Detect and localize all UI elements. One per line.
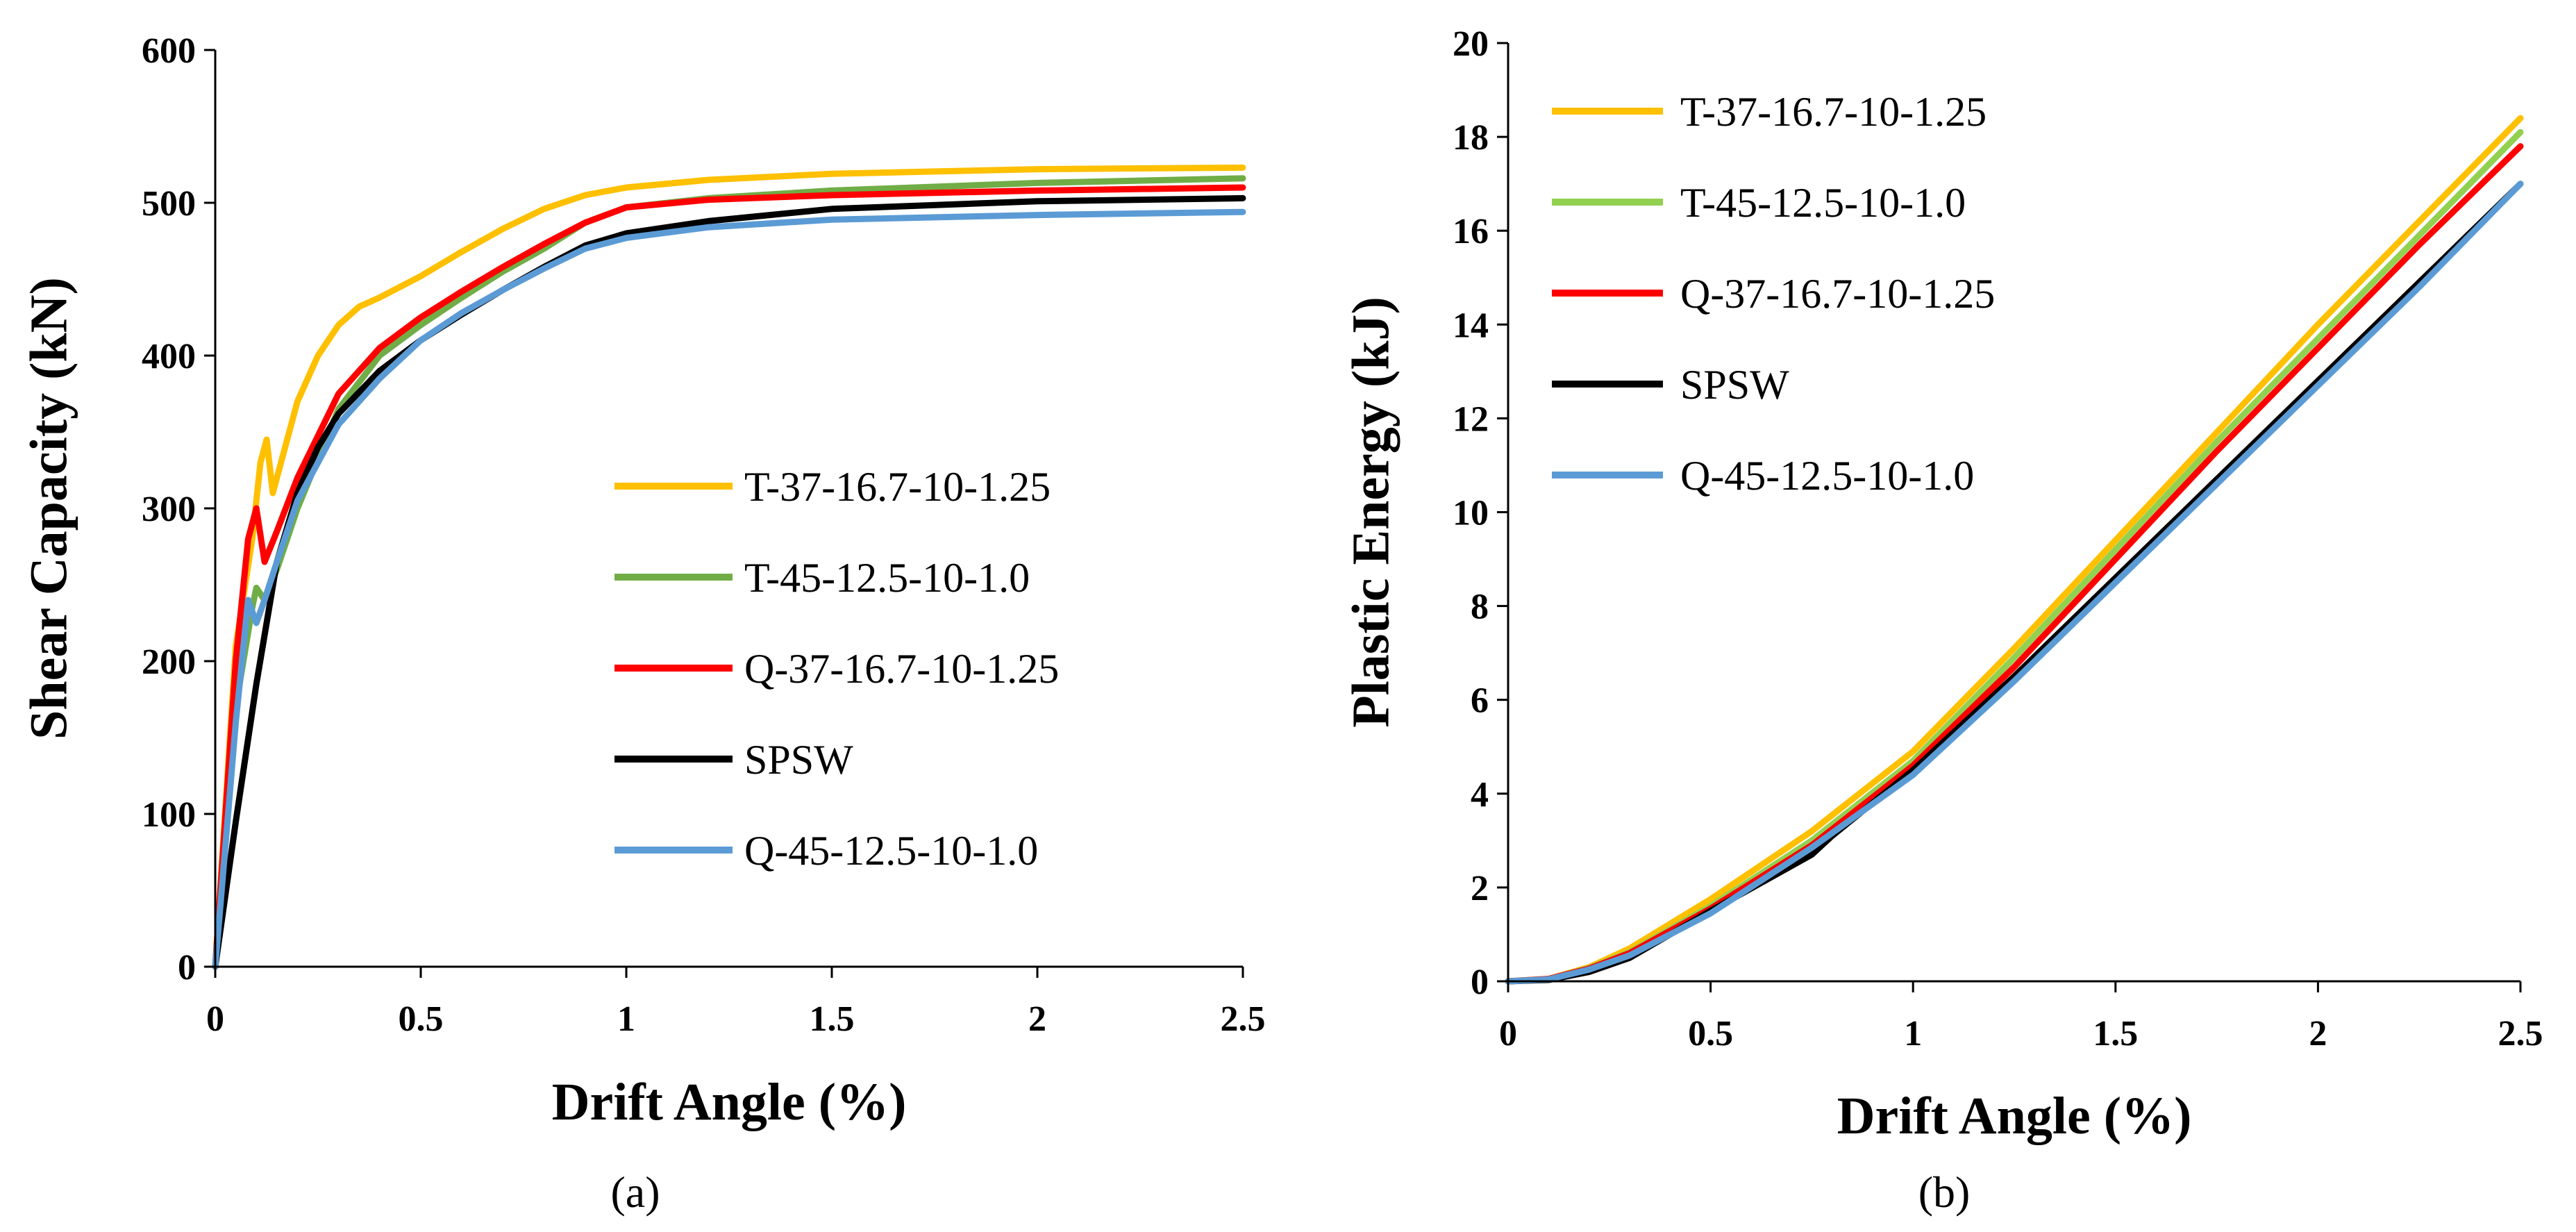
legend: T-37-16.7-10-1.25 T-45-12.5-10-1.0 Q-37-16… — [614, 464, 1059, 874]
y-tick-label: 10 — [1453, 494, 1489, 533]
y-tick-label: 100 — [142, 795, 196, 835]
y-tick-label: 200 — [142, 642, 196, 682]
x-tick-label: 2.5 — [2498, 1014, 2543, 1054]
x-tick-label: 0.5 — [1688, 1014, 1733, 1054]
series-line-q-45-12-5-10-1-0 — [212, 208, 1246, 970]
x-tick-label: 2.5 — [1221, 999, 1266, 1039]
x-tick-label: 1.5 — [810, 999, 855, 1039]
panel-a-shear-capacity: 0 100 200 300 400 500 600 0 0.5 1 1.5 2 2.5 Drift Ang… — [19, 31, 1265, 1217]
y-axis-title: Plastic Energy (kJ) — [1341, 297, 1400, 728]
y-tick-label: 600 — [142, 31, 196, 71]
x-tick-label: 0 — [206, 999, 224, 1039]
panel-label: (b) — [1918, 1167, 1971, 1217]
x-tick-label: 0 — [1499, 1014, 1517, 1054]
legend-entry-label: Q-45-12.5-10-1.0 — [744, 828, 1038, 874]
y-tick-label: 16 — [1453, 212, 1489, 251]
x-axis-title: Drift Angle (%) — [552, 1073, 907, 1131]
y-tick-label: 0 — [178, 948, 196, 988]
legend-entry-label: Q-45-12.5-10-1.0 — [1680, 453, 1974, 499]
y-tick-label: 6 — [1471, 681, 1489, 721]
x-tick-label: 2 — [1028, 999, 1046, 1039]
y-tick-label: 20 — [1453, 24, 1489, 64]
y-tick-label: 8 — [1471, 588, 1489, 627]
x-axis-title: Drift Angle (%) — [1837, 1087, 2192, 1145]
x-tick-label: 0.5 — [399, 999, 444, 1039]
y-tick-label: 18 — [1453, 118, 1489, 158]
series-line-t-45-12-5-10-1-0 — [1505, 128, 2524, 985]
y-tick-label: 12 — [1453, 399, 1489, 439]
series-line-t-37-16-7-10-1-25 — [212, 164, 1246, 970]
legend-entry-label: T-45-12.5-10-1.0 — [744, 555, 1030, 601]
legend-entry-label: T-45-12.5-10-1.0 — [1680, 180, 1966, 226]
y-axis-title: Shear Capacity (kN) — [19, 277, 78, 740]
y-tick-label: 0 — [1471, 963, 1489, 1002]
y-tick-label: 14 — [1453, 306, 1489, 345]
y-tick-label: 300 — [142, 490, 196, 529]
legend-entry-label: SPSW — [744, 737, 853, 783]
legend: T-37-16.7-10-1.25 T-45-12.5-10-1.0 Q-37-16… — [1552, 89, 1995, 499]
y-tick-label: 2 — [1471, 869, 1489, 908]
x-tick-label: 1.5 — [2093, 1014, 2138, 1054]
x-tick-label: 1 — [617, 999, 635, 1039]
y-tick-label: 400 — [142, 337, 196, 376]
panel-label: (a) — [610, 1167, 660, 1217]
series-line-q-45-12-5-10-1-0 — [1505, 181, 2524, 985]
series-line-q-37-16-7-10-1-25 — [212, 184, 1246, 970]
series-line-t-37-16-7-10-1-25 — [1505, 115, 2524, 985]
legend-entry-label: T-37-16.7-10-1.25 — [1680, 89, 1987, 135]
y-tick-label: 500 — [142, 184, 196, 224]
panel-b-plastic-energy: 0 2 4 6 8 10 12 14 16 18 20 0 0.5 1 1.5 2 2.5 Drift Angle… — [1341, 24, 2543, 1217]
legend-entry-label: Q-37-16.7-10-1.25 — [744, 646, 1059, 692]
legend-entry-label: SPSW — [1680, 362, 1789, 408]
series-line-spsw — [1505, 181, 2524, 985]
x-tick-label: 2 — [2309, 1014, 2327, 1054]
x-tick-label: 1 — [1904, 1014, 1922, 1054]
legend-entry-label: T-37-16.7-10-1.25 — [744, 464, 1051, 510]
legend-entry-label: Q-37-16.7-10-1.25 — [1680, 271, 1995, 317]
y-tick-label: 4 — [1471, 775, 1489, 815]
